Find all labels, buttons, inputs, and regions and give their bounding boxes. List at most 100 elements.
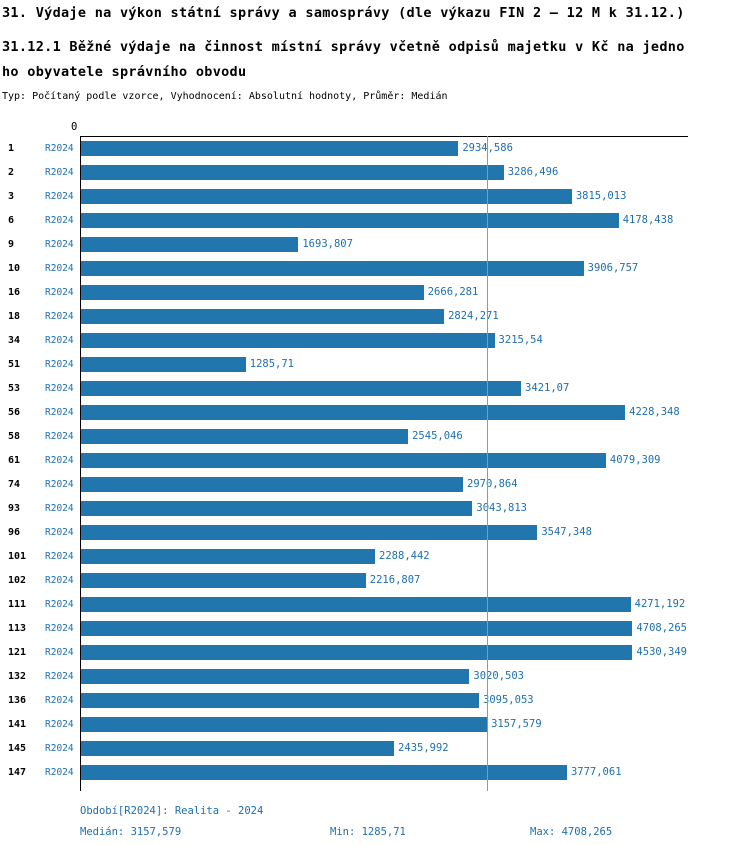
bar [80,188,572,204]
table-row: 10 R2024 3906,757 [0,256,750,280]
row-id-label: 74 [8,478,21,490]
bar [80,548,376,564]
row-id-label: 53 [8,382,21,394]
bar-value-label: 3815,013 [575,190,627,202]
row-period-label: R2024 [45,454,74,466]
row-period-label: R2024 [45,190,74,202]
bar [80,572,366,588]
row-period-label: R2024 [45,334,74,346]
footer-period-line: Období[R2024]: Realita - 2024 [80,805,264,817]
table-row: 6 R2024 4178,438 [0,208,750,232]
table-row: 9 R2024 1693,807 [0,232,750,256]
table-row: 1 R2024 2934,586 [0,136,750,160]
bar [80,500,473,516]
row-id-label: 121 [8,646,27,658]
bar-value-label: 4178,438 [622,214,674,226]
bar [80,692,480,708]
row-plot: 2216,807 [80,572,687,588]
row-period-label: R2024 [45,238,74,250]
bar-value-label: 3777,061 [570,766,622,778]
row-plot: 4530,349 [80,644,687,660]
table-row: 147 R2024 3777,061 [0,760,750,784]
bar [80,356,246,372]
bar-value-label: 3215,54 [498,334,543,346]
table-row: 51 R2024 1285,71 [0,352,750,376]
bar-value-label: 2435,992 [398,742,449,754]
row-id-label: 101 [8,550,27,562]
table-row: 121 R2024 4530,349 [0,640,750,664]
bar [80,644,633,660]
bar [80,164,504,180]
row-id-label: 136 [8,694,27,706]
bar-value-label: 3421,07 [525,382,570,394]
row-plot: 3421,07 [80,380,687,396]
table-row: 2 R2024 3286,496 [0,160,750,184]
bar-value-label: 2288,442 [379,550,430,562]
row-plot: 2435,992 [80,740,687,756]
row-period-label: R2024 [45,430,74,442]
row-plot: 4079,309 [80,452,687,468]
bar [80,260,584,276]
row-period-label: R2024 [45,406,74,418]
row-period-label: R2024 [45,166,74,178]
row-plot: 2666,281 [80,284,687,300]
row-id-label: 61 [8,454,21,466]
row-id-label: 2 [8,166,15,178]
bar [80,380,522,396]
table-row: 16 R2024 2666,281 [0,280,750,304]
bar [80,452,606,468]
row-id-label: 10 [8,262,21,274]
table-row: 136 R2024 3095,053 [0,688,750,712]
bar-value-label: 2216,807 [369,574,421,586]
row-plot: 3906,757 [80,260,687,276]
row-plot: 3095,053 [80,692,687,708]
bar-value-label: 3157,579 [491,718,542,730]
chart-meta-line: Typ: Počítaný podle vzorce, Vyhodnocení:… [2,91,448,102]
row-plot: 2288,442 [80,548,687,564]
row-plot: 4271,192 [80,596,687,612]
table-row: 53 R2024 3421,07 [0,376,750,400]
row-period-label: R2024 [45,694,74,706]
bar [80,428,409,444]
row-period-label: R2024 [45,286,74,298]
row-period-label: R2024 [45,622,74,634]
row-plot: 3286,496 [80,164,687,180]
x-axis-zero-tick-label: 0 [71,121,78,133]
bar [80,308,445,324]
bar [80,596,631,612]
row-plot: 2934,586 [80,140,687,156]
bar-value-label: 2824,271 [448,310,499,322]
bar-value-label: 3095,053 [483,694,534,706]
row-period-label: R2024 [45,646,74,658]
bar [80,332,495,348]
row-id-label: 96 [8,526,21,538]
bar [80,284,424,300]
row-id-label: 111 [8,598,27,610]
table-row: 141 R2024 3157,579 [0,712,750,736]
row-id-label: 1 [8,142,15,154]
table-row: 61 R2024 4079,309 [0,448,750,472]
table-row: 58 R2024 2545,046 [0,424,750,448]
page-title: 31. Výdaje na výkon státní správy a samo… [2,5,685,21]
bar [80,236,299,252]
row-plot: 3157,579 [80,716,687,732]
bar-value-label: 2934,586 [462,142,513,154]
table-row: 34 R2024 3215,54 [0,328,750,352]
row-id-label: 6 [8,214,15,226]
chart-footer: Období[R2024]: Realita - 2024 Medián: 31… [80,805,750,838]
row-id-label: 16 [8,286,21,298]
bar-value-label: 3547,348 [541,526,592,538]
bar-value-label: 2545,046 [412,430,463,442]
bar-value-label: 4708,265 [636,622,687,634]
row-id-label: 147 [8,766,27,778]
row-plot: 3043,813 [80,500,687,516]
bar [80,740,395,756]
row-id-label: 51 [8,358,21,370]
row-period-label: R2024 [45,502,74,514]
bar [80,476,463,492]
row-id-label: 102 [8,574,27,586]
bar [80,764,567,780]
footer-max: Max: 4708,265 [530,826,613,838]
row-period-label: R2024 [45,358,74,370]
